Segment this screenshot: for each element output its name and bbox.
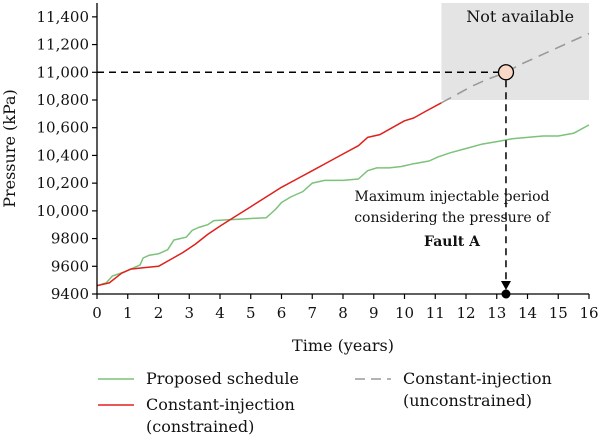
x-axis-title: Time (years) bbox=[292, 336, 394, 355]
annotation-line-1: Maximum injectable period bbox=[355, 189, 550, 205]
x-tick-label: 11 bbox=[426, 304, 445, 322]
y-tick-label: 9600 bbox=[51, 257, 89, 275]
y-tick-label: 10,200 bbox=[37, 174, 90, 192]
axes: 0 1 2 3 4 5 6 7 8 9 10 11 12 13 14 15 1694009600980010,0… bbox=[37, 3, 599, 322]
x-tick-label: 2 bbox=[154, 304, 164, 322]
x-tick-label: 5 bbox=[246, 304, 256, 322]
legend-label-2: (unconstrained) bbox=[403, 391, 532, 410]
x-tick-label: 13 bbox=[487, 304, 506, 322]
y-tick-label: 10,000 bbox=[37, 202, 90, 220]
y-tick-label: 9800 bbox=[51, 230, 89, 248]
legend-label-1: (constrained) bbox=[146, 417, 254, 436]
x-tick-label: 4 bbox=[215, 304, 225, 322]
y-tick-label: 11,400 bbox=[37, 8, 90, 26]
legend: Proposed schedule Constant-injection (cons… bbox=[98, 369, 552, 436]
x-tick-label: 16 bbox=[579, 304, 598, 322]
series-line-2 bbox=[441, 32, 590, 104]
threshold-lines bbox=[97, 64, 515, 299]
x-tick-label: 10 bbox=[395, 304, 414, 322]
y-tick-label: 11,000 bbox=[37, 63, 90, 81]
x-tick-label: 14 bbox=[518, 304, 537, 322]
arrow-head bbox=[500, 281, 511, 290]
legend-label-2: Constant-injection bbox=[403, 369, 552, 388]
legend-label-1: Constant-injection bbox=[146, 395, 295, 414]
y-tick-label: 9400 bbox=[51, 285, 89, 303]
not-available-label: Not available bbox=[466, 7, 574, 26]
x-tick-label: 7 bbox=[307, 304, 317, 322]
x-tick-label: 15 bbox=[549, 304, 568, 322]
y-tick-label: 10,600 bbox=[37, 119, 90, 137]
x-tick-label: 6 bbox=[277, 304, 287, 322]
annotation-fault-label: Fault A bbox=[424, 234, 481, 250]
x-tick-label: 8 bbox=[338, 304, 348, 322]
y-tick-label: 10,800 bbox=[37, 91, 90, 109]
x-tick-label: 3 bbox=[184, 304, 194, 322]
pressure-limit-marker bbox=[497, 64, 515, 81]
annotation: Maximum injectable period considering th… bbox=[354, 189, 551, 250]
series-layer bbox=[96, 32, 590, 287]
x-tick-label: 9 bbox=[369, 304, 379, 322]
series-line-1 bbox=[96, 102, 442, 287]
y-tick-label: 11,200 bbox=[37, 36, 90, 54]
y-tick-label: 10,400 bbox=[37, 146, 90, 164]
y-axis-title: Pressure (kPa) bbox=[0, 89, 19, 208]
annotation-line-2: considering the pressure of bbox=[354, 210, 551, 226]
not-available-region bbox=[441, 3, 589, 100]
x-tick-label: 0 bbox=[92, 304, 102, 322]
x-tick-label: 1 bbox=[123, 304, 133, 322]
x-tick-label: 12 bbox=[456, 304, 475, 322]
series-line-0 bbox=[96, 124, 590, 287]
legend-label-0: Proposed schedule bbox=[146, 369, 299, 388]
